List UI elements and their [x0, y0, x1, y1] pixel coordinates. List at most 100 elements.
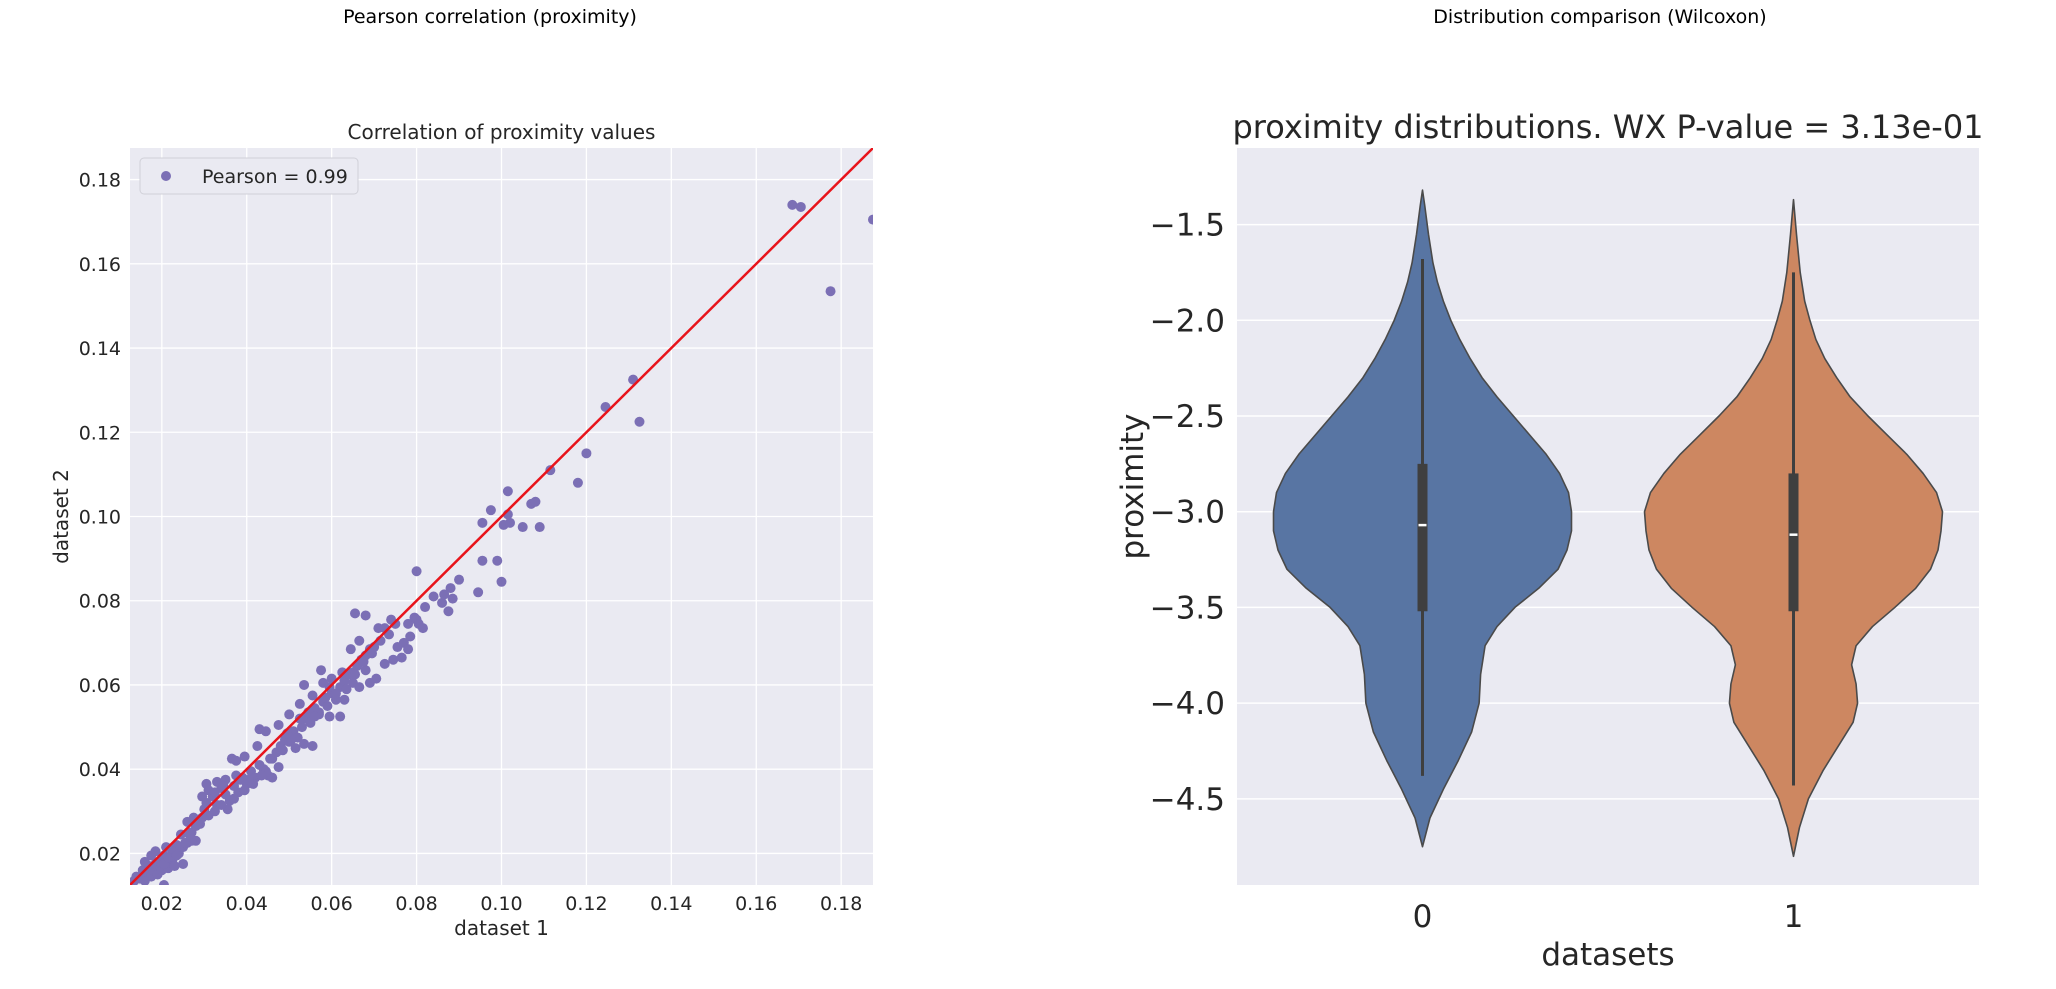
data-point: [290, 743, 301, 754]
y-tick-label: −3.5: [1150, 590, 1225, 626]
y-tick-label: 0.08: [79, 591, 121, 613]
y-tick-label: −4.0: [1150, 686, 1225, 722]
data-point: [171, 850, 182, 861]
scatter-title: Correlation of proximity values: [348, 120, 656, 144]
data-point: [371, 673, 382, 684]
data-point: [229, 793, 240, 804]
data-point: [294, 713, 305, 724]
y-tick-label: 0.18: [79, 170, 121, 192]
data-point: [502, 486, 513, 497]
data-point: [396, 652, 407, 663]
y-axis-label: proximity: [1115, 413, 1151, 559]
legend: Pearson = 0.99: [139, 157, 359, 195]
data-point: [358, 656, 369, 667]
data-point: [634, 416, 645, 427]
data-point: [411, 566, 422, 577]
left-panel-title: Pearson correlation (proximity): [343, 6, 637, 28]
data-point: [256, 770, 267, 781]
data-point: [216, 799, 227, 810]
y-tick-label: 0.06: [79, 675, 121, 697]
data-point: [277, 745, 288, 756]
data-point: [445, 583, 456, 594]
data-point: [443, 606, 454, 617]
y-tick-label: −2.5: [1150, 399, 1225, 435]
data-point: [299, 738, 310, 749]
data-point: [403, 618, 414, 629]
y-tick-label: −4.5: [1150, 782, 1225, 818]
y-tick-label: 0.10: [79, 507, 121, 529]
data-point: [330, 688, 341, 699]
data-point: [485, 505, 496, 516]
data-point: [345, 644, 356, 655]
data-point: [795, 201, 806, 212]
x-tick-label: 0: [1413, 899, 1433, 935]
y-tick-label: 0.12: [79, 422, 121, 444]
data-point: [428, 591, 439, 602]
y-tick-label: 0.02: [79, 843, 121, 865]
y-tick-label: −3.0: [1150, 495, 1225, 531]
data-point: [239, 785, 250, 796]
violin-title: proximity distributions. WX P-value = 3.…: [1232, 108, 1983, 146]
data-point: [354, 635, 365, 646]
data-point: [273, 762, 284, 773]
data-point: [354, 682, 365, 693]
x-tick-label: 0.16: [735, 893, 777, 915]
data-point: [337, 667, 348, 678]
legend-label: Pearson = 0.99: [202, 166, 348, 188]
violin-iqr-box: [1417, 463, 1428, 612]
x-tick-label: 0.06: [311, 893, 353, 915]
data-point: [209, 806, 220, 817]
y-tick-label: 0.04: [79, 759, 121, 781]
x-tick-label: 0.14: [650, 893, 692, 915]
y-tick-label: 0.16: [79, 254, 121, 276]
data-point: [504, 517, 515, 528]
y-tick-label: 0.14: [79, 338, 121, 360]
violin-plot: −1.5 −2.0 −2.5 −3.0 −3.5 −4.0 −4.5 0 1 proximity …: [1115, 108, 1984, 973]
data-point: [868, 214, 873, 225]
data-point: [405, 631, 416, 642]
data-point: [447, 593, 458, 604]
data-point: [294, 698, 305, 709]
data-point: [243, 774, 254, 785]
legend-marker: [161, 171, 171, 181]
data-point: [477, 517, 488, 528]
data-point: [534, 522, 545, 533]
data-point: [324, 711, 335, 722]
data-point: [309, 711, 320, 722]
data-point: [787, 199, 798, 210]
x-axis-label: dataset 1: [454, 916, 549, 940]
data-point: [417, 623, 428, 634]
data-point: [178, 858, 189, 869]
data-point: [572, 477, 583, 488]
data-point: [388, 654, 399, 665]
data-point: [231, 755, 242, 766]
data-point: [341, 684, 352, 695]
x-tick-label: 0.08: [395, 893, 437, 915]
data-point: [545, 465, 556, 476]
data-point: [146, 850, 157, 861]
data-point: [267, 772, 278, 783]
data-point: [335, 711, 346, 722]
y-axis-label: dataset 2: [49, 469, 73, 564]
data-point: [158, 880, 169, 885]
data-point: [581, 448, 592, 459]
x-tick-label: 0.10: [480, 893, 522, 915]
x-tick-label: 1: [1784, 899, 1804, 935]
data-point: [350, 608, 361, 619]
data-point: [339, 694, 350, 705]
data-point: [420, 602, 431, 613]
data-point: [454, 574, 465, 585]
data-point: [403, 644, 414, 655]
data-point: [252, 741, 263, 752]
data-point: [139, 856, 150, 867]
data-point: [492, 555, 503, 566]
data-point: [273, 719, 284, 730]
scatter-plot: 0.02 0.04 0.06 0.08 0.10 0.12 0.14 0.16 0.18 0.02…: [49, 120, 873, 940]
y-tick-label: −1.5: [1150, 208, 1225, 244]
data-point: [260, 726, 271, 737]
data-point: [296, 722, 307, 733]
fit-line: [130, 148, 873, 885]
x-tick-label: 0.12: [565, 893, 607, 915]
right-panel-title: Distribution comparison (Wilcoxon): [1433, 6, 1767, 28]
